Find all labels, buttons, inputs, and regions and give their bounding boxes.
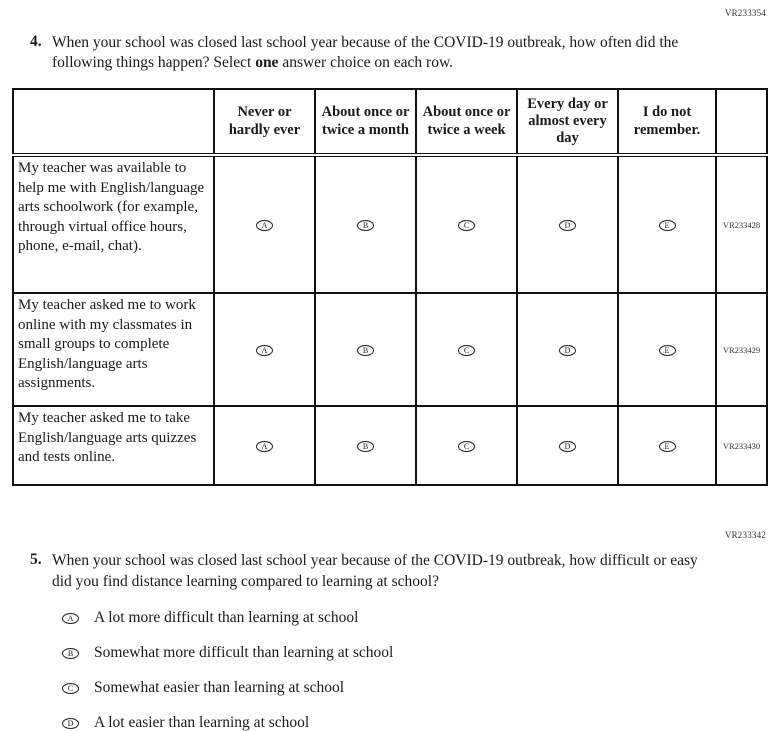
grid-header-every-day: Every day or almost every day	[516, 87, 619, 158]
row-statement: My teacher asked me to work online with …	[12, 292, 215, 408]
answer-bubble-c[interactable]: C	[458, 440, 475, 452]
q5-option-d-label: A lot easier than learning at school	[94, 714, 310, 731]
answer-bubble-d[interactable]: D	[559, 440, 576, 452]
q5-option-c[interactable]: C Somewhat easier than learning at schoo…	[62, 679, 766, 697]
question-4-number: 4.	[30, 33, 42, 50]
answer-bubble-a[interactable]: A	[62, 612, 79, 624]
row-item-code: VR233428	[715, 154, 768, 295]
q5-option-b-label: Somewhat more difficult than learning at…	[94, 644, 394, 662]
answer-bubble-d[interactable]: D	[559, 219, 576, 231]
question-5-number: 5.	[30, 551, 42, 569]
question-4-text-start: When your school was closed last school …	[52, 34, 679, 72]
grid-header-not-remember: I do not remember.	[617, 87, 717, 158]
answer-bubble-a[interactable]: A	[256, 344, 273, 356]
form-code-top: VR233354	[724, 8, 766, 18]
answer-bubble-c[interactable]: C	[62, 682, 79, 694]
answer-bubble-b[interactable]: B	[357, 219, 374, 231]
row-item-code: VR233429	[715, 292, 768, 408]
row-statement: My teacher asked me to take English/lang…	[12, 405, 215, 487]
answer-bubble-a[interactable]: A	[256, 219, 273, 231]
answer-bubble-e[interactable]: E	[658, 440, 676, 452]
q5-option-a[interactable]: A A lot more difficult than learning at …	[62, 609, 766, 627]
question-4-text-bold: one	[255, 54, 279, 72]
question-5: 5. When your school was closed last scho…	[12, 551, 766, 592]
answer-bubble-a[interactable]: A	[256, 440, 273, 452]
question-4: 4. When your school was closed last scho…	[12, 33, 766, 74]
grid-header-never: Never or hardly ever	[213, 87, 316, 158]
grid-header-empty	[12, 87, 215, 158]
answer-bubble-d[interactable]: D	[559, 344, 576, 356]
q5-option-b[interactable]: B Somewhat more difficult than learning …	[62, 644, 766, 662]
row-item-code: VR233430	[715, 405, 768, 487]
grid-row-teacher-available: My teacher was available to help me with…	[12, 154, 768, 295]
question-4-text-end: answer choice on each row.	[278, 54, 454, 72]
grid-header-row: Never or hardly ever About once or twice…	[12, 87, 768, 158]
q5-option-c-label: Somewhat easier than learning at school	[94, 679, 345, 697]
form-code-mid: VR233342	[724, 530, 766, 541]
question-4-answer-grid: Never or hardly ever About once or twice…	[12, 87, 768, 487]
answer-bubble-e[interactable]: E	[658, 344, 676, 356]
answer-bubble-b[interactable]: B	[357, 344, 374, 356]
answer-bubble-b[interactable]: B	[62, 647, 79, 659]
question-5-text: When your school was closed last school …	[52, 552, 698, 590]
answer-bubble-b[interactable]: B	[357, 440, 374, 452]
answer-bubble-c[interactable]: C	[458, 344, 475, 356]
grid-header-once-month: About once or twice a month	[314, 87, 417, 158]
answer-bubble-c[interactable]: C	[458, 219, 475, 231]
question-5-options: A A lot more difficult than learning at …	[12, 609, 766, 731]
grid-header-once-week: About once or twice a week	[415, 87, 518, 158]
q5-option-d[interactable]: D A lot easier than learning at school	[62, 714, 766, 731]
grid-header-code-col	[715, 87, 768, 158]
row-statement: My teacher was available to help me with…	[12, 154, 215, 295]
question-4-text: When your school was closed last school …	[52, 33, 712, 74]
answer-bubble-e[interactable]: E	[658, 219, 676, 231]
grid-row-quizzes-online: My teacher asked me to take English/lang…	[12, 405, 768, 487]
grid-row-work-online: My teacher asked me to work online with …	[12, 292, 768, 408]
q5-option-a-label: A lot more difficult than learning at sc…	[94, 609, 359, 627]
answer-bubble-d[interactable]: D	[62, 717, 79, 729]
